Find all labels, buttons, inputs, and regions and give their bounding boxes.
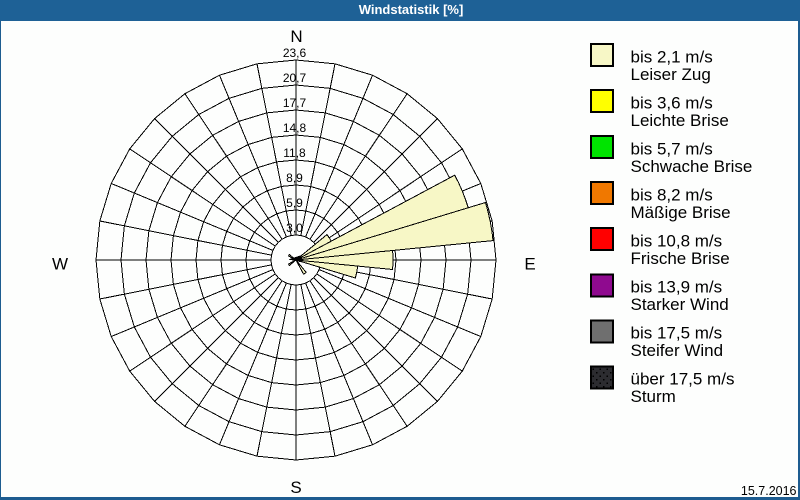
svg-text:N: N xyxy=(290,27,302,46)
svg-text:3,0: 3,0 xyxy=(286,221,303,235)
svg-text:17,7: 17,7 xyxy=(283,96,307,110)
svg-text:Frische Brise: Frische Brise xyxy=(631,249,730,268)
svg-text:Leichte Brise: Leichte Brise xyxy=(631,111,729,130)
svg-text:über 17,5 m/s: über 17,5 m/s xyxy=(631,370,735,389)
svg-text:Steifer Wind: Steifer Wind xyxy=(631,341,724,360)
svg-text:14,8: 14,8 xyxy=(283,121,307,135)
svg-text:Schwache Brise: Schwache Brise xyxy=(631,157,753,176)
svg-text:bis 3,6 m/s: bis 3,6 m/s xyxy=(631,93,713,112)
svg-text:Sturm: Sturm xyxy=(631,387,676,406)
svg-text:15.7.2016: 15.7.2016 xyxy=(741,484,797,498)
svg-text:S: S xyxy=(290,478,301,497)
svg-text:bis 2,1 m/s: bis 2,1 m/s xyxy=(631,47,713,66)
svg-text:20,7: 20,7 xyxy=(283,71,307,85)
svg-text:W: W xyxy=(52,255,68,274)
svg-text:Mäßige Brise: Mäßige Brise xyxy=(631,203,731,222)
svg-text:23,6: 23,6 xyxy=(283,46,307,60)
svg-text:Starker Wind: Starker Wind xyxy=(631,295,729,314)
svg-text:bis 17,5 m/s: bis 17,5 m/s xyxy=(631,324,723,343)
svg-text:8,9: 8,9 xyxy=(286,171,303,185)
svg-text:E: E xyxy=(524,255,535,274)
svg-text:bis 5,7 m/s: bis 5,7 m/s xyxy=(631,139,713,158)
svg-text:bis 10,8 m/s: bis 10,8 m/s xyxy=(631,232,723,251)
svg-text:5,9: 5,9 xyxy=(286,196,303,210)
svg-text:11,8: 11,8 xyxy=(283,146,306,160)
svg-text:Leiser Zug: Leiser Zug xyxy=(631,65,711,84)
svg-text:bis 13,9 m/s: bis 13,9 m/s xyxy=(631,278,723,297)
svg-text:bis 8,2 m/s: bis 8,2 m/s xyxy=(631,185,713,204)
